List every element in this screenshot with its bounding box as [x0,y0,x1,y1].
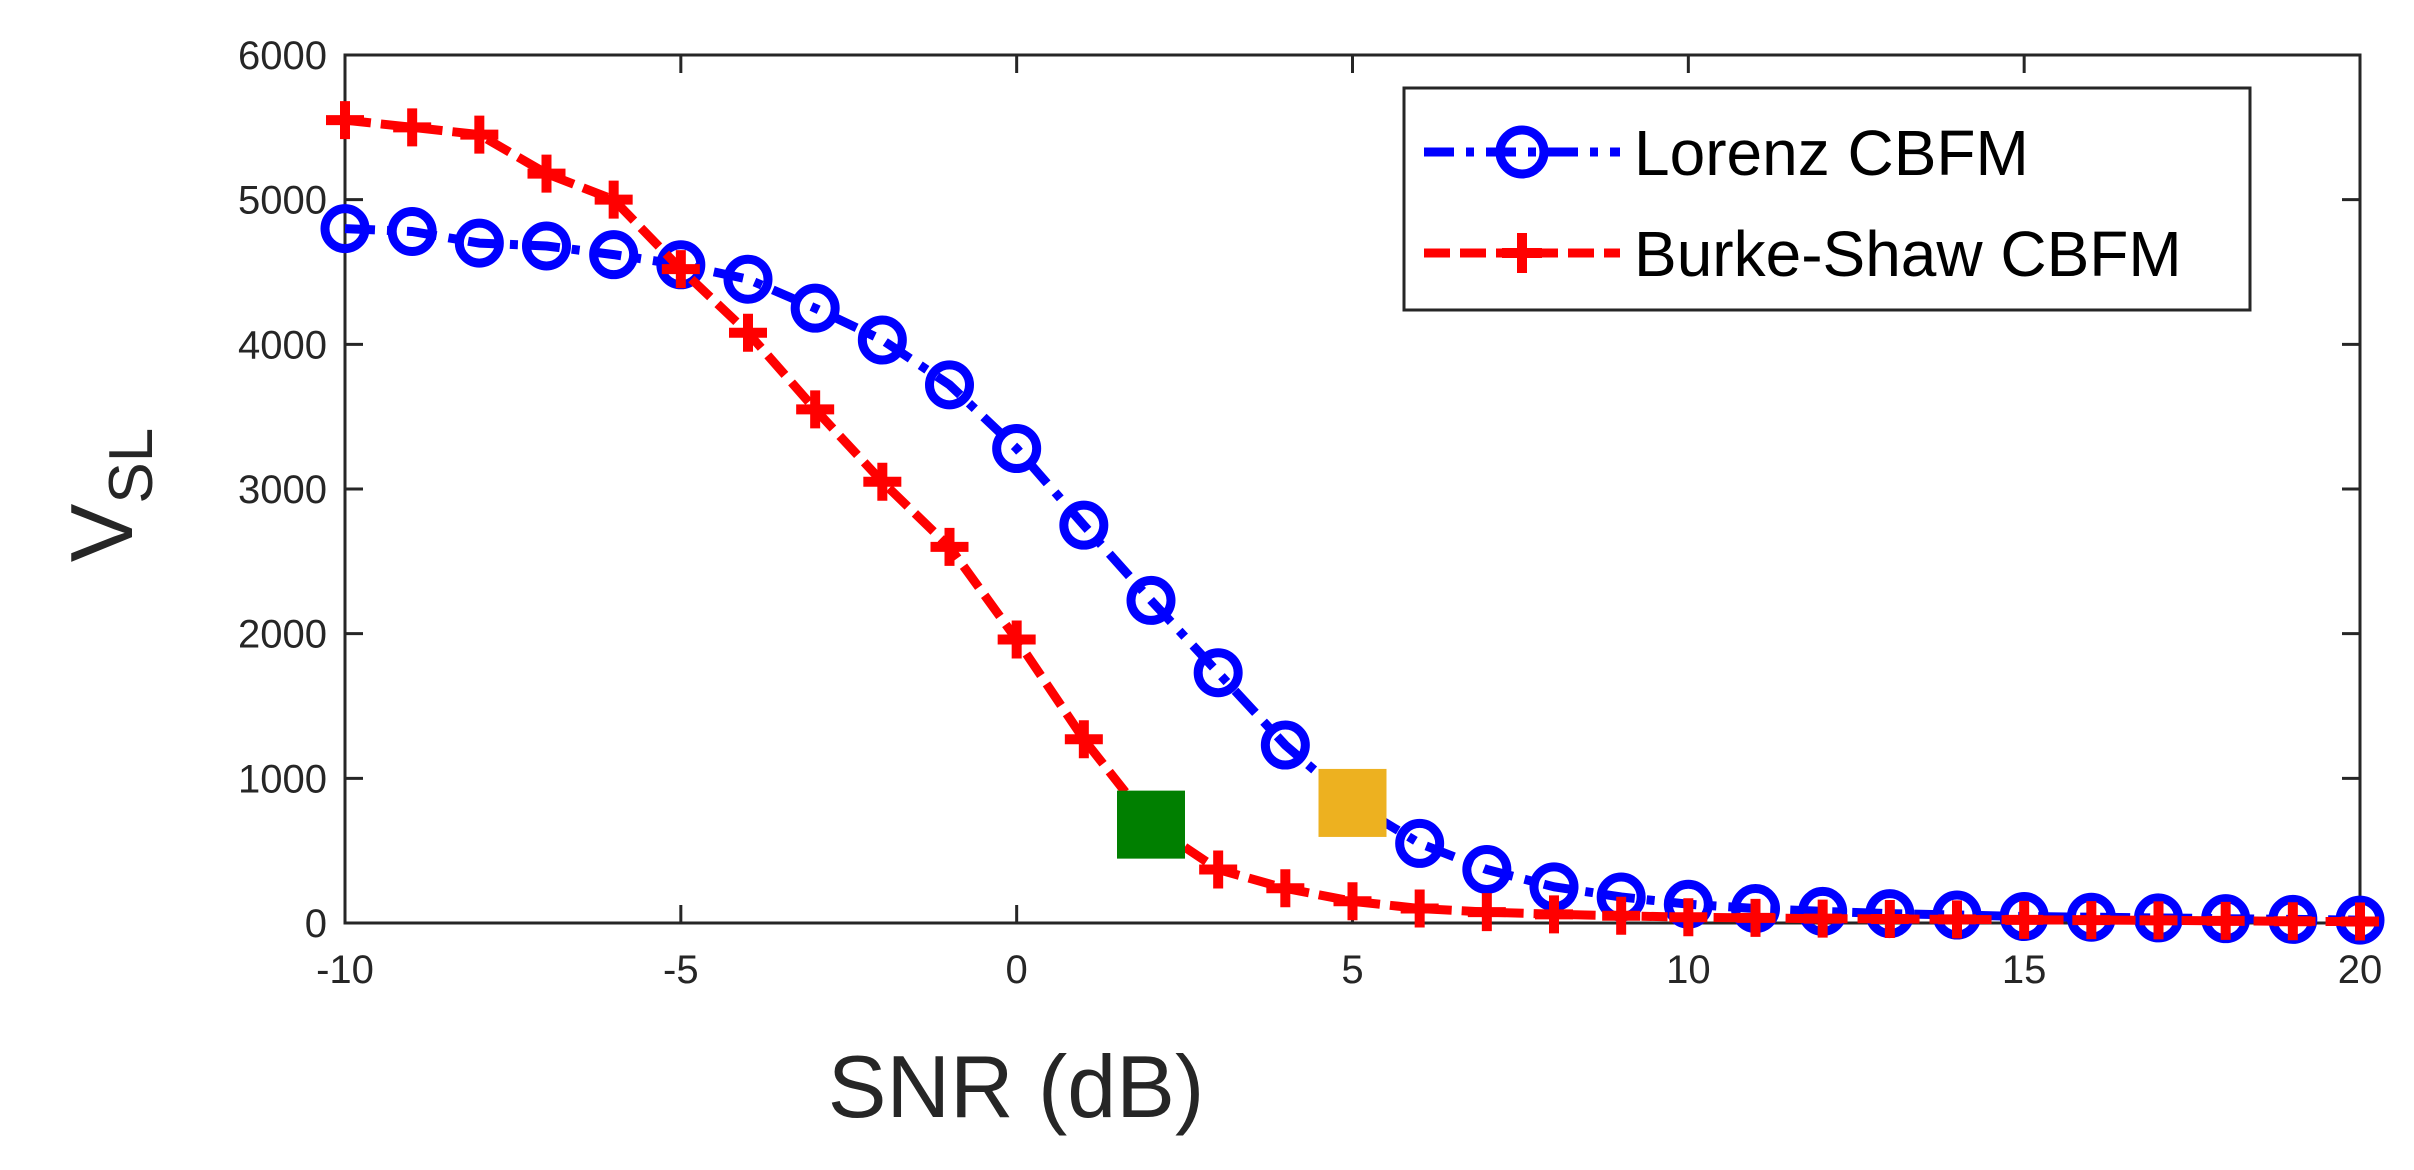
data-point [930,527,969,566]
y-tick-label: 5000 [238,179,327,223]
legend: Lorenz CBFM Burke-Shaw CBFM [1402,86,2252,312]
series-layer [320,101,2385,945]
legend-label-burke-shaw: Burke-Shaw CBFM [1634,218,2182,290]
data-point [1467,893,1506,932]
data-point [2273,902,2312,941]
x-tick-label: 20 [2338,948,2383,992]
data-point [790,283,840,333]
y-tick-label: 4000 [238,323,327,367]
data-point [387,206,437,256]
legend-label-lorenz: Lorenz CBFM [1634,117,2029,189]
data-point [857,315,907,365]
data-point [1193,648,1243,698]
data-point [1059,500,1109,550]
data-point [1938,900,1976,939]
y-axis-label: VSL [52,428,166,563]
data-point [1602,896,1641,935]
legend-entry-burke-shaw: Burke-Shaw CBFM [1424,218,2182,290]
data-point [1260,720,1310,770]
y-tick-label: 0 [305,902,327,946]
data-point [1736,898,1775,937]
data-point [925,360,974,410]
data-point [1064,720,1103,759]
data-point [2206,901,2245,940]
data-point [1669,898,1708,937]
x-tick-label: -5 [663,948,699,992]
data-point [2005,900,2044,939]
x-axis-label: SNR (dB) [828,1037,1205,1136]
data-point [661,250,700,289]
data-point [527,154,566,193]
data-point [2139,901,2178,940]
annotation-square [1117,790,1185,859]
data-point [1870,899,1909,938]
legend-entry-lorenz: Lorenz CBFM [1424,117,2029,189]
x-tick-label: 5 [1341,948,1363,992]
data-point [460,115,499,154]
legend-box [1402,86,2252,312]
data-point [1803,899,1842,938]
data-point [1395,818,1445,868]
data-point [729,313,767,352]
data-point [320,204,370,254]
data-point [1400,889,1439,928]
data-point [863,462,902,501]
data-point [2072,901,2111,940]
data-point [723,254,773,304]
x-tick-label: 10 [1666,948,1711,992]
y-tick-label: 6000 [238,34,327,78]
annotation-layer [1117,768,1387,859]
data-point [1126,575,1176,625]
plot-area [320,53,2385,945]
data-point [1266,869,1305,908]
data-point [997,620,1036,659]
tick-labels: -10 -5 0 5 10 15 20 0 1000 2000 3000 4000 5000 6000 [238,34,2382,992]
legend-marker-lorenz [1495,125,1549,179]
x-tick-label: 15 [2002,948,2047,992]
data-point [326,101,364,140]
y-axis-label-subscript: SL [97,428,166,504]
data-point [1333,882,1372,921]
data-point [1199,850,1238,889]
data-point [2341,902,2379,941]
data-point [796,390,835,429]
data-point [1462,844,1512,894]
data-point [594,180,633,219]
y-tick-label: 2000 [238,613,327,657]
data-point [992,423,1042,473]
y-tick-label: 1000 [238,757,327,801]
annotation-square [1318,768,1387,837]
legend-marker-burke-shaw [1502,233,1542,273]
x-tick-label: 0 [1006,948,1028,992]
data-point [393,108,432,147]
y-axis-label-main: V [52,503,151,562]
data-point [454,218,504,268]
data-point [589,230,639,280]
y-tick-label: 3000 [238,468,327,512]
data-point [522,221,571,271]
series-burke-shaw-cbfm [326,101,2379,941]
data-point [1535,895,1573,934]
x-tick-label: -10 [316,948,374,992]
